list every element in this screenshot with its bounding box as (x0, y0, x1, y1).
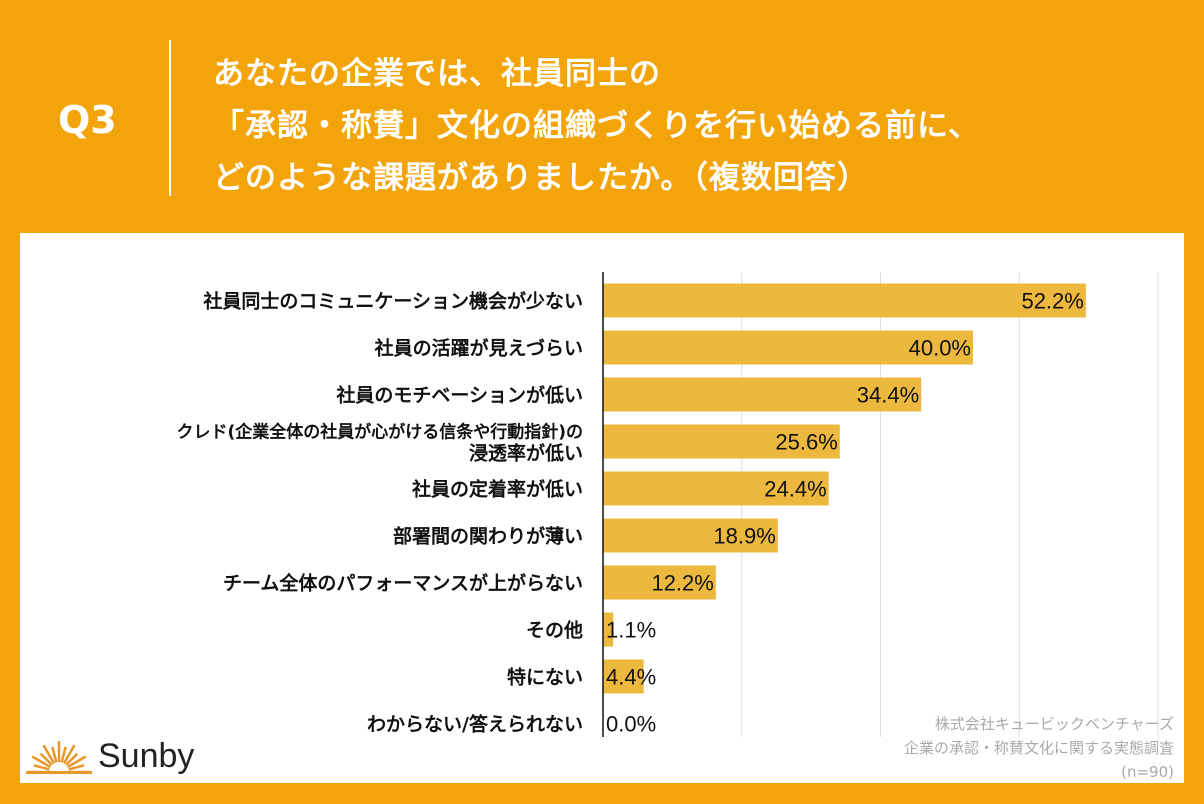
source-note: 株式会社キュービックベンチャーズ 企業の承認・称賛文化に関する実態調査 (n=9… (904, 712, 1174, 784)
data-label: 25.6% (775, 430, 837, 455)
category-label: わからない/答えられない (367, 713, 583, 736)
bar (603, 659, 644, 694)
category-label: 社員のモチベーションが低い (335, 384, 583, 407)
data-label: 12.2% (651, 571, 713, 596)
category-label: 社員の活躍が見えづらい (374, 337, 583, 360)
question-title: あなたの企業では、社員同士の 「承認・称賛」文化の組織づくりを行い始める前に、 … (213, 48, 980, 204)
category-label: 浸透率が低い (469, 442, 583, 465)
data-label: 40.0% (909, 336, 971, 361)
title-line: あなたの企業では、社員同士の (213, 56, 661, 92)
header-divider (169, 40, 171, 196)
bar (603, 471, 829, 506)
data-label: 52.2% (1021, 289, 1083, 314)
data-label: 4.4% (606, 665, 656, 690)
category-label: チーム全体のパフォーマンスが上がらない (223, 572, 583, 595)
data-label: 1.1% (606, 618, 656, 643)
data-label: 24.4% (764, 477, 826, 502)
sunby-logo: Sunby (26, 736, 194, 776)
category-label: 部署間の関わりが薄い (393, 525, 583, 548)
bar (603, 283, 1086, 318)
logo-text: Sunby (98, 736, 195, 775)
data-label: 18.9% (713, 524, 775, 549)
data-label: 0.0% (606, 712, 656, 737)
category-label: その他 (526, 619, 583, 642)
category-label: 社員の定着率が低い (411, 478, 583, 501)
category-label: クレド(企業全体の社員が心がける信条や行動指針)の (176, 422, 583, 443)
category-label: 社員同士のコミュニケーション機会が少ない (202, 290, 583, 313)
title-line: 「承認・称賛」文化の組織づくりを行い始める前に、 (213, 108, 981, 144)
bar (603, 612, 614, 647)
question-number: Q3 (58, 98, 117, 142)
bar (603, 330, 973, 365)
chart-panel (20, 233, 1184, 783)
bar (603, 424, 840, 459)
source-line: 企業の承認・称賛文化に関する実態調査 (903, 739, 1174, 757)
bar (603, 565, 716, 600)
bar (603, 518, 778, 553)
title-line: どのような課題がありましたか。（複数回答） (213, 160, 869, 196)
source-line: 株式会社キュービックベンチャーズ (934, 715, 1174, 733)
category-label: 特にない (507, 667, 583, 689)
data-label: 34.4% (857, 383, 919, 408)
sun-icon (26, 741, 92, 774)
bar (603, 377, 922, 412)
source-line: (n=90) (1121, 763, 1174, 781)
